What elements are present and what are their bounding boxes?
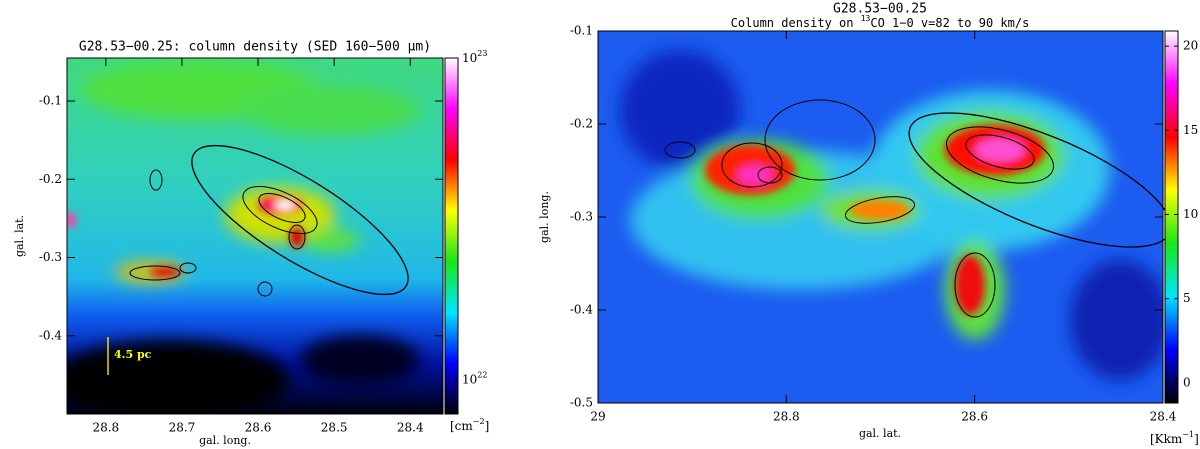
chart-title: G28.53−00.25 — [833, 2, 927, 17]
y-tick-label: -0.1 — [570, 24, 593, 38]
colorbar — [1164, 30, 1179, 404]
colorbar-tick-label: 1022 — [462, 370, 487, 386]
x-tick-label: 28.6 — [245, 421, 272, 435]
x-tick-label: 28.5 — [321, 421, 348, 435]
x-tick-label: 28.4 — [1150, 410, 1177, 424]
y-tick-label: -0.3 — [39, 250, 62, 264]
plot-frame — [66, 57, 444, 415]
colorbar-unit-part: −2 — [473, 417, 485, 426]
x-tick-label: 28.8 — [92, 421, 119, 435]
chart-subtitle-part: 13 — [861, 14, 871, 23]
colorbar-tick-label: 20 — [1183, 39, 1198, 53]
colorbar-unit-part: [Kkm — [1150, 432, 1183, 446]
y-axis-label: gal. long. — [538, 191, 551, 243]
y-tick-label: -0.4 — [570, 303, 594, 317]
colorbar-unit: [cm−2] — [450, 417, 489, 433]
colorbar-tick-label: 15 — [1183, 123, 1198, 137]
y-tick-label: -0.1 — [39, 94, 62, 108]
image-right — [598, 31, 1163, 403]
x-tick-label: 28.8 — [773, 410, 800, 424]
x-axis-label: gal. long. — [199, 434, 251, 447]
colorbar-tick-label-part: 10 — [462, 51, 477, 65]
colorbar-tick-label-part: 22 — [477, 370, 487, 379]
colorbar-unit-part: −1 — [1182, 430, 1194, 439]
annotation: 4.5 pc — [114, 348, 152, 361]
image-left — [67, 58, 443, 414]
colorbar-unit-part: [cm — [450, 419, 473, 433]
chart-subtitle-part: Column density on — [731, 16, 861, 30]
x-tick-label: 28.4 — [397, 421, 424, 435]
y-tick-label: -0.2 — [570, 117, 593, 131]
colorbar-tick-label: 1023 — [462, 49, 487, 65]
x-axis-label: gal. lat. — [859, 427, 901, 440]
y-tick-label: -0.3 — [570, 210, 593, 224]
colorbar-tick-label: 0 — [1183, 375, 1191, 389]
colorbar-tick-label-part: 10 — [462, 372, 477, 386]
contours-left — [129, 144, 409, 297]
colorbar-tick-label: 5 — [1183, 291, 1191, 305]
y-tick-label: -0.4 — [39, 328, 63, 342]
y-axis-label: gal. lat. — [13, 215, 26, 257]
y-tick-label: -0.5 — [570, 396, 593, 410]
y-tick-label: -0.2 — [39, 172, 62, 186]
colorbar-unit: [Kkm−1] — [1150, 430, 1199, 446]
colorbar-tick-label-part: 23 — [477, 49, 487, 58]
colorbar — [444, 57, 459, 415]
x-tick-label: 28.7 — [169, 421, 196, 435]
x-tick-label: 28.6 — [961, 410, 988, 424]
x-tick-label: 29 — [590, 410, 605, 424]
chart-title: G28.53−00.25: column density (SED 160−50… — [79, 40, 431, 55]
colorbar-unit-part: ] — [1194, 432, 1199, 446]
chart-subtitle-part: CO 1−0 v=82 to 90 km/s — [870, 16, 1029, 30]
colorbar-tick-label: 10 — [1183, 207, 1198, 221]
colorbar-unit-part: ] — [485, 419, 490, 433]
chart-subtitle: Column density on 13CO 1−0 v=82 to 90 km… — [731, 14, 1030, 30]
